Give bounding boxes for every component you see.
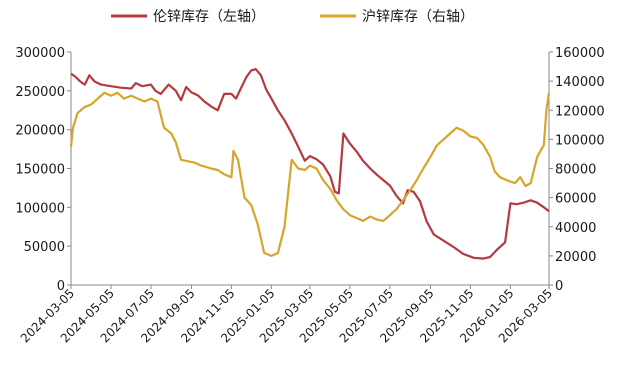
right-axis-ticks: 0 20000 40000 60000 80000 100000 120000 140000 1…	[549, 46, 605, 294]
right-axis-tick-label: 160000	[555, 46, 605, 61]
series-line-lme-zinc	[70, 68, 550, 260]
left-axis-ticks: 0 50000 100000 150000 200000 250000 300000	[15, 46, 71, 294]
legend: 伦锌库存（左轴） 沪锌库存（右轴）	[111, 9, 474, 25]
right-axis-tick-label: 20000	[555, 250, 596, 265]
left-axis-tick-label: 100000	[15, 201, 65, 216]
legend-label-shfe-zinc: 沪锌库存（右轴）	[362, 9, 474, 25]
right-axis-tick-label: 0	[555, 279, 563, 294]
series-layer	[69, 68, 551, 260]
left-axis-tick-label: 250000	[15, 85, 65, 100]
left-axis-tick-label: 200000	[15, 124, 65, 139]
right-axis-tick-label: 40000	[555, 221, 596, 236]
x-axis-ticks: 2024-03-052024-05-052024-07-052024-09-05…	[18, 285, 555, 345]
left-axis-tick-label: 0	[57, 279, 65, 294]
series-line-shfe-zinc	[69, 91, 551, 257]
right-axis-tick-label: 120000	[555, 104, 605, 119]
right-axis-tick-label: 60000	[555, 192, 596, 207]
legend-label-lme-zinc: 伦锌库存（左轴）	[153, 9, 265, 25]
left-axis-tick-label: 300000	[15, 46, 65, 61]
left-axis-tick-label: 50000	[24, 240, 65, 255]
left-axis-tick-label: 150000	[15, 163, 65, 178]
right-axis-tick-label: 140000	[555, 75, 605, 90]
right-axis-tick-label: 80000	[555, 163, 596, 178]
right-axis-tick-label: 100000	[555, 133, 605, 148]
